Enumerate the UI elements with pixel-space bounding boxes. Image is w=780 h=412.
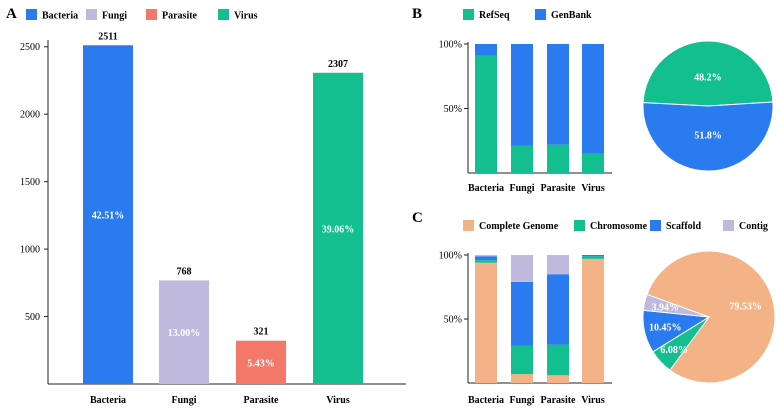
a-y-tick-label: 500	[25, 312, 40, 323]
b-pie-slice-genbank	[642, 101, 774, 172]
a-bar-percent-parasite: 5.43%	[247, 358, 275, 369]
c-bar-virus-scaffold	[582, 255, 604, 257]
b-legend-swatch-refseq	[463, 9, 474, 20]
b-bar-bacteria-genbank	[475, 44, 497, 56]
a-bar-bacteria	[83, 45, 133, 385]
c-legend-label-scaffold: Scaffold	[666, 221, 701, 232]
b-y-tick-label: 100%	[439, 40, 462, 51]
panel-c-bars	[475, 255, 604, 383]
a-legend-label-fungi: Fungi	[102, 11, 127, 22]
c-bar-parasite-complete-genome	[547, 375, 569, 383]
a-legend-label-virus: Virus	[234, 11, 258, 22]
a-bar-percent-bacteria: 42.51%	[92, 211, 125, 222]
c-legend-swatch-contig	[723, 220, 734, 231]
c-bar-fungi-complete-genome	[511, 374, 533, 383]
c-pie-label-scaffold: 10.45%	[649, 323, 682, 334]
panel-b-letter: B	[412, 6, 422, 22]
b-pie-slice-refseq	[642, 40, 774, 107]
a-legend-label-bacteria: Bacteria	[42, 11, 78, 22]
a-legend-swatch-parasite	[146, 9, 157, 20]
a-bar-fungi	[159, 280, 209, 384]
c-pie-label-chromosome: 6.08%	[660, 345, 688, 356]
a-bar-value-fungi: 768	[177, 266, 192, 277]
panel-a-bars: 2511 42.51% 768 13.00% 321 5.43% 2307 39.06%	[83, 31, 363, 385]
b-x-tick-label-parasite: Parasite	[541, 183, 577, 194]
b-legend-label-refseq: RefSeq	[479, 10, 510, 21]
c-bar-bacteria-scaffold	[475, 256, 497, 261]
panel-b-pie: 48.2% 51.8%	[642, 40, 774, 172]
a-y-tick-label: 1500	[20, 177, 40, 188]
c-bar-parasite-chromosome	[547, 344, 569, 376]
b-bar-parasite-refseq	[547, 144, 569, 173]
panel-a-letter: A	[6, 6, 17, 22]
b-x-tick-label-virus: Virus	[581, 183, 605, 194]
b-x-tick-label-fungi: Fungi	[509, 183, 534, 194]
b-bar-fungi-genbank	[511, 44, 533, 146]
b-legend-swatch-genbank	[535, 9, 546, 20]
a-y-tick-label: 2000	[20, 110, 40, 121]
panel-b-legend: RefSeq GenBank	[463, 9, 592, 21]
c-x-tick-label-fungi: Fungi	[509, 395, 534, 406]
b-bar-virus-refseq	[582, 153, 604, 173]
c-bar-bacteria-contig	[475, 255, 497, 257]
c-bar-bacteria-chromosome	[475, 260, 497, 263]
c-bar-fungi-scaffold	[511, 281, 533, 346]
c-x-tick-label-virus: Virus	[581, 395, 605, 406]
b-bar-parasite-genbank	[547, 44, 569, 145]
a-y-tick-label: 1000	[20, 245, 40, 256]
c-y-tick-label: 50%	[444, 315, 462, 326]
b-x-tick-label-bacteria: Bacteria	[468, 183, 504, 194]
c-pie-slice-complete-genome	[646, 250, 776, 384]
b-legend-label-genbank: GenBank	[551, 10, 592, 21]
a-x-tick-label-bacteria: Bacteria	[90, 395, 126, 406]
c-bar-parasite-contig	[547, 255, 569, 275]
c-bar-fungi-contig	[511, 255, 533, 282]
c-bar-bacteria-complete-genome	[475, 262, 497, 383]
b-pie-label-genbank: 51.8%	[694, 131, 722, 142]
c-legend-label-chromosome: Chromosome	[590, 221, 648, 232]
b-bar-fungi-refseq	[511, 145, 533, 173]
c-x-tick-label-bacteria: Bacteria	[468, 395, 504, 406]
a-legend-swatch-virus	[218, 9, 229, 20]
a-bar-value-virus: 2307	[328, 59, 348, 70]
a-bar-value-bacteria: 2511	[98, 31, 117, 42]
panel-c-pie: 79.53% 6.08% 10.45% 3.94%	[642, 250, 776, 384]
c-legend-label-contig: Contig	[739, 221, 768, 232]
panel-c-letter: C	[412, 210, 423, 226]
a-x-tick-label-fungi: Fungi	[171, 395, 196, 406]
c-bar-virus-complete-genome	[582, 258, 604, 383]
b-pie-label-refseq: 48.2%	[694, 72, 722, 83]
a-bar-virus	[313, 72, 363, 384]
a-bar-parasite	[236, 340, 286, 384]
c-pie-slice-contig	[642, 293, 710, 318]
b-y-tick-label: 50%	[444, 104, 462, 115]
c-legend-label-complete-genome: Complete Genome	[479, 221, 559, 232]
c-bar-fungi-chromosome	[511, 345, 533, 375]
b-bar-bacteria-refseq	[475, 55, 497, 173]
c-pie-label-complete-genome: 79.53%	[729, 301, 762, 312]
a-legend-swatch-bacteria	[26, 9, 37, 20]
a-y-tick-label: 2500	[20, 42, 40, 53]
a-bar-value-parasite: 321	[254, 327, 269, 338]
panel-c-legend: Complete Genome Chromosome Scaffold Contig	[463, 220, 768, 232]
b-bar-virus-genbank	[582, 44, 604, 154]
panel-a-legend: Bacteria Fungi Parasite Virus	[26, 9, 258, 22]
panel-b-bars	[475, 44, 604, 173]
c-x-tick-label-parasite: Parasite	[541, 395, 577, 406]
a-bar-percent-fungi: 13.00%	[168, 328, 201, 339]
a-bar-percent-virus: 39.06%	[322, 224, 355, 235]
c-y-tick-label: 100%	[439, 251, 462, 262]
c-pie-label-contig: 3.94%	[652, 302, 680, 313]
c-bar-virus-chromosome	[582, 256, 604, 259]
c-bar-parasite-scaffold	[547, 274, 569, 345]
c-legend-swatch-chromosome	[574, 220, 585, 231]
c-legend-swatch-scaffold	[650, 220, 661, 231]
a-legend-swatch-fungi	[86, 9, 97, 20]
a-legend-label-parasite: Parasite	[162, 11, 198, 22]
c-legend-swatch-complete-genome	[463, 220, 474, 231]
a-x-tick-label-virus: Virus	[326, 395, 350, 406]
a-x-tick-label-parasite: Parasite	[244, 395, 280, 406]
